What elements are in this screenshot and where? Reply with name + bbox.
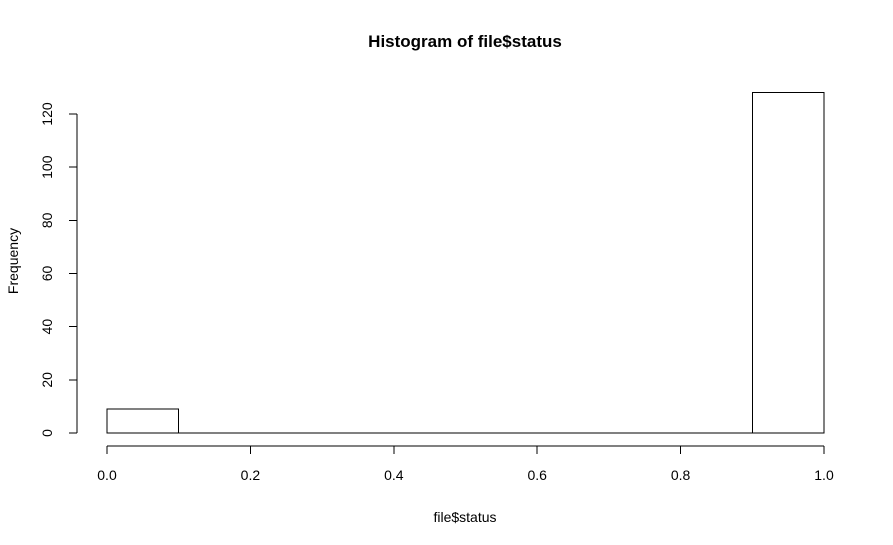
y-tick-label-4: 80: [39, 212, 55, 228]
histogram-bar-9: [751, 92, 825, 434]
y-axis-label: Frequency: [5, 228, 21, 294]
y-tick-label-0: 0: [39, 429, 55, 437]
x-tick-label-2: 0.4: [384, 467, 404, 483]
bars-group: [106, 92, 825, 434]
x-axis: 0.0 0.2 0.4 0.6 0.8 1.0: [97, 445, 834, 483]
y-tick-label-5: 100: [39, 155, 55, 179]
histogram-bar-0: [106, 408, 180, 434]
y-tick-label-6: 120: [39, 102, 55, 126]
x-tick-label-3: 0.6: [527, 467, 547, 483]
y-tick-label-1: 20: [39, 372, 55, 388]
x-axis-label: file$status: [433, 509, 496, 525]
x-tick-label-1: 0.2: [241, 467, 261, 483]
x-tick-label-0: 0.0: [97, 467, 117, 483]
y-tick-label-3: 60: [39, 266, 55, 282]
chart-title: Histogram of file$status: [368, 32, 562, 51]
y-tick-label-2: 40: [39, 319, 55, 335]
x-tick-label-5: 1.0: [814, 467, 834, 483]
x-tick-label-4: 0.8: [671, 467, 691, 483]
y-axis: 0 20 40 60 80 100 120: [39, 102, 78, 437]
